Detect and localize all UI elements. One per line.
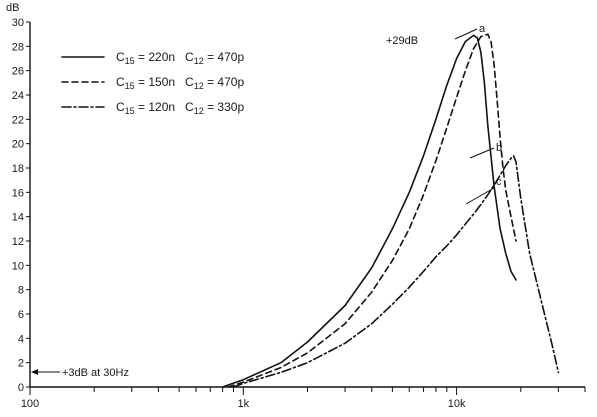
y-tick-label: 18	[12, 163, 24, 175]
y-tick-label: 14	[12, 212, 24, 224]
legend: C15 = 220n C12 = 470p C15 = 150n C12 = 4…	[61, 50, 244, 116]
y-tick-label: 30	[12, 17, 24, 29]
marker-c-label: c	[496, 176, 502, 188]
series-line-solid	[221, 34, 517, 388]
y-axis-label: dB	[6, 2, 19, 14]
y-tick-label: 20	[12, 139, 24, 151]
y-tick-label: 4	[18, 333, 24, 345]
plot-curves	[221, 33, 560, 388]
y-tick-label: 16	[12, 187, 24, 199]
y-tick-label: 10	[12, 260, 24, 272]
y-tick-label: 0	[18, 382, 24, 394]
y-tick-label: 22	[12, 114, 24, 126]
x-tick-label: 100	[21, 398, 39, 410]
y-tick-label: 28	[12, 41, 24, 53]
marker-b-leader	[469, 147, 495, 159]
x-tick-label: 1k	[237, 398, 249, 410]
marker-c-leader	[465, 187, 495, 205]
marker-a-label: a	[479, 23, 486, 35]
peak-annotation: +29dB	[386, 35, 418, 47]
y-tick-label: 2	[18, 358, 24, 370]
series-line-dash-dot	[232, 155, 560, 388]
low-freq-annotation: +3dB at 30Hz	[62, 367, 129, 379]
legend-entry-1: C15 = 220n C12 = 470p	[116, 50, 244, 66]
y-tick-label: 8	[18, 285, 24, 297]
series-line-dashed	[227, 33, 517, 388]
marker-a-leader	[454, 28, 478, 40]
y-tick-label: 12	[12, 236, 24, 248]
x-tick-label: 10k	[448, 398, 466, 410]
x-ticks: 100 1k 10k	[21, 387, 586, 410]
y-tick-label: 6	[18, 309, 24, 321]
marker-b-label: b	[496, 142, 502, 154]
y-tick-label: 24	[12, 90, 24, 102]
legend-entry-2: C15 = 150n C12 = 470p	[116, 75, 244, 91]
legend-entry-3: C15 = 120n C12 = 330p	[116, 100, 244, 116]
y-tick-label: 26	[12, 66, 24, 78]
low-freq-arrowhead	[31, 369, 38, 375]
